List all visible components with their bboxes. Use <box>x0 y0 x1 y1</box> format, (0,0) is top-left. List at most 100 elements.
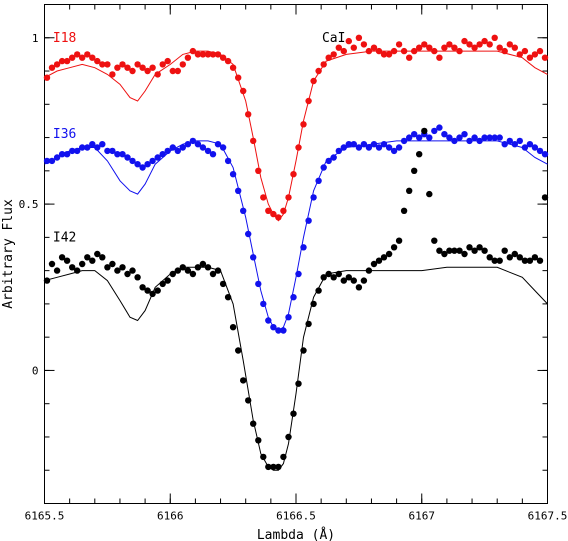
data-point <box>219 54 227 61</box>
data-point <box>501 47 508 55</box>
data-point <box>84 144 91 151</box>
data-point <box>119 264 126 271</box>
data-point <box>255 167 262 174</box>
data-point <box>285 194 292 201</box>
series-i42 <box>43 127 549 471</box>
data-point <box>315 177 322 184</box>
data-point <box>199 260 207 268</box>
data-point <box>89 257 96 264</box>
data-point <box>360 277 368 284</box>
data-point <box>350 277 357 284</box>
data-point <box>501 247 508 254</box>
data-point <box>209 151 217 158</box>
data-point <box>300 121 307 128</box>
series-i18 <box>43 34 549 222</box>
data-point <box>426 44 433 51</box>
data-point <box>355 144 363 151</box>
data-point <box>310 77 317 85</box>
data-point <box>406 134 413 141</box>
data-point <box>119 61 126 68</box>
data-point <box>300 347 307 354</box>
data-point <box>441 131 448 138</box>
data-point <box>390 147 398 155</box>
data-point <box>265 463 272 471</box>
x-axis-label: Lambda (Å) <box>257 527 335 541</box>
data-point <box>149 157 156 165</box>
data-point <box>531 254 539 261</box>
data-point <box>169 270 176 278</box>
data-point <box>250 254 257 261</box>
data-point <box>421 127 428 135</box>
data-point <box>204 264 212 271</box>
data-point <box>265 207 272 214</box>
data-point <box>285 314 292 321</box>
data-point <box>496 134 503 141</box>
data-point <box>134 161 141 168</box>
data-point <box>385 144 393 151</box>
data-point <box>471 134 478 141</box>
data-point <box>48 157 56 165</box>
data-point <box>270 463 277 471</box>
data-point <box>245 397 252 404</box>
data-point <box>536 257 544 264</box>
data-point <box>290 171 297 178</box>
data-point <box>74 267 81 274</box>
x-tick-label: 6165.5 <box>25 510 65 523</box>
data-point <box>189 270 197 278</box>
data-point <box>149 290 156 298</box>
plot-frame <box>44 4 548 504</box>
data-point <box>411 131 418 138</box>
data-point <box>526 141 534 148</box>
data-point <box>315 67 322 75</box>
data-point <box>496 44 503 51</box>
data-point <box>380 51 388 58</box>
data-point <box>300 244 307 251</box>
data-point <box>199 144 207 151</box>
data-point <box>174 267 181 274</box>
data-point <box>94 57 101 65</box>
data-point <box>451 247 458 254</box>
data-point <box>496 257 503 264</box>
data-point <box>461 250 468 258</box>
data-point <box>94 144 101 151</box>
data-point <box>345 274 352 281</box>
data-point <box>476 41 483 48</box>
data-point <box>69 264 76 271</box>
data-point <box>421 41 428 48</box>
y-tick-label: 0 <box>32 364 39 377</box>
data-point <box>209 270 217 278</box>
data-point <box>446 247 453 254</box>
data-point <box>174 147 181 155</box>
data-point <box>295 270 302 278</box>
data-point <box>516 137 523 145</box>
x-tick-label: 6166 <box>157 510 184 523</box>
x-tick-label: 6167.5 <box>528 510 568 523</box>
data-point <box>69 147 76 155</box>
data-point <box>124 270 131 278</box>
data-point <box>380 254 388 261</box>
data-point <box>129 157 136 165</box>
data-point <box>360 141 368 148</box>
data-point <box>541 151 549 158</box>
data-point <box>114 267 121 274</box>
data-point <box>400 207 408 214</box>
data-point <box>99 61 106 68</box>
data-point <box>260 300 267 308</box>
data-point <box>531 144 539 151</box>
data-point <box>511 250 518 258</box>
data-point <box>214 51 222 58</box>
data-point <box>375 257 383 264</box>
data-point <box>385 250 393 258</box>
data-point <box>74 147 81 155</box>
data-point <box>370 44 378 51</box>
data-point <box>471 44 478 51</box>
data-point <box>48 260 56 268</box>
data-point <box>79 144 86 151</box>
data-point <box>400 47 408 55</box>
data-point <box>541 194 549 201</box>
data-point <box>179 264 186 271</box>
data-point <box>280 327 287 334</box>
data-point <box>255 437 262 444</box>
data-point <box>521 257 529 264</box>
data-point <box>516 254 523 261</box>
